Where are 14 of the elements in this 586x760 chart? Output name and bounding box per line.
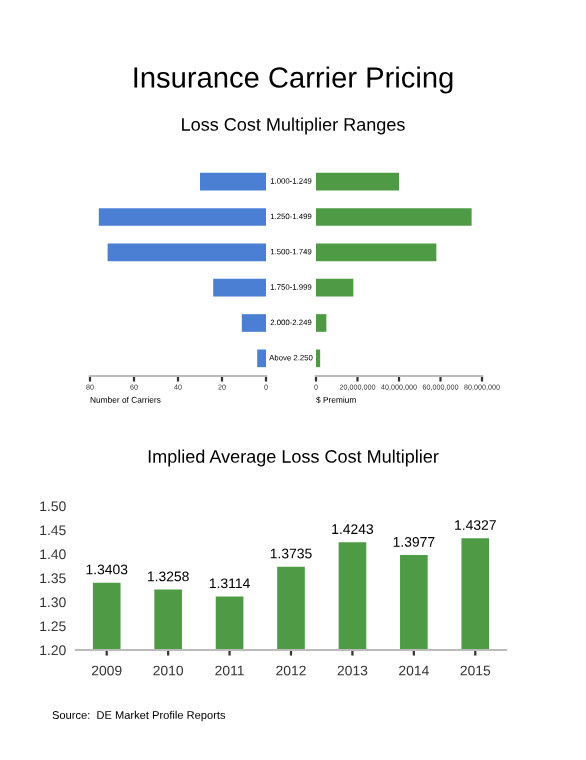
bar <box>213 278 266 297</box>
chart-title: Insurance Carrier Pricing <box>134 66 453 94</box>
bar <box>107 243 266 262</box>
bar <box>316 314 327 332</box>
bar <box>316 172 399 191</box>
bar <box>98 208 266 226</box>
chart-title: Implied Average Loss Cost Multiplier <box>148 449 439 467</box>
bar <box>200 172 266 191</box>
bar <box>241 314 266 332</box>
chart-subtitle: Loss Cost Multiplier Ranges <box>182 117 405 135</box>
bar <box>316 278 354 297</box>
bar <box>257 349 266 368</box>
bar <box>316 243 437 262</box>
bar <box>316 208 472 226</box>
